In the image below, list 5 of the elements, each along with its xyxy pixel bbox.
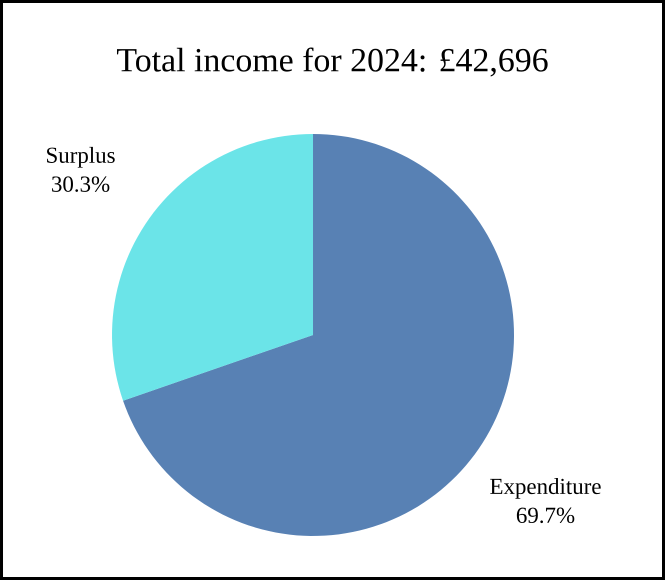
chart-title: Total income for 2024: £42,696 (116, 47, 548, 77)
slice-label: Expenditure (490, 478, 601, 499)
data-label: 69.7% (516, 508, 574, 524)
slice-label: Surplus (47, 146, 115, 168)
data-label: 30.3% (52, 176, 110, 192)
